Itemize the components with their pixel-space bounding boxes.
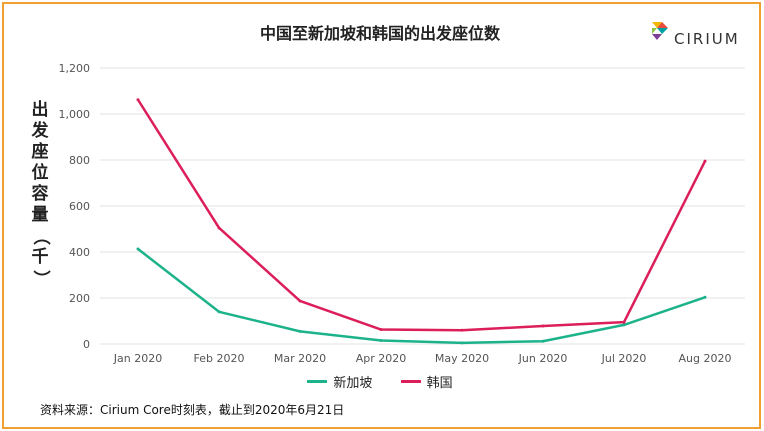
data-point xyxy=(136,98,140,102)
x-tick-label: Feb 2020 xyxy=(194,352,245,365)
x-tick-label: Mar 2020 xyxy=(274,352,326,365)
x-tick-label: Aug 2020 xyxy=(679,352,732,365)
source-note: 资料来源：Cirium Core时刻表，截止到2020年6月21日 xyxy=(40,403,345,417)
legend-swatch-korea xyxy=(400,380,421,383)
x-tick-label: May 2020 xyxy=(435,352,489,365)
legend-item-singapore: 新加坡 xyxy=(307,372,372,391)
data-point xyxy=(703,159,707,163)
x-tick-label: Apr 2020 xyxy=(356,352,407,365)
y-tick-label: 1,000 xyxy=(59,108,91,121)
data-point xyxy=(460,328,464,332)
y-axis-label-char: 出 xyxy=(31,100,49,120)
y-axis-label-char: 量 xyxy=(31,205,49,225)
data-point xyxy=(217,310,221,314)
data-point xyxy=(622,320,626,324)
legend-label-korea: 韩国 xyxy=(426,376,453,391)
y-tick-label: 200 xyxy=(69,292,90,305)
data-point xyxy=(379,339,383,343)
series-line-singapore xyxy=(137,248,706,345)
y-axis-label-char: 发 xyxy=(31,121,49,141)
x-tick-label: Jul 2020 xyxy=(601,352,647,365)
y-axis-label: 出 发 座 位 容 量 （ 千 ） xyxy=(28,100,52,289)
data-point xyxy=(541,324,545,328)
legend-item-korea: 韩国 xyxy=(400,372,453,391)
series-line-korea xyxy=(136,99,707,332)
y-axis-label-char: 千 xyxy=(31,247,49,267)
data-point xyxy=(298,299,302,303)
x-tick-label: Jan 2020 xyxy=(113,352,162,365)
x-tick-label: Jun 2020 xyxy=(518,352,568,365)
brand-name: CIRIUM xyxy=(674,30,740,48)
y-tick-label: 1,200 xyxy=(59,62,91,75)
data-point xyxy=(703,295,707,299)
y-tick-label: 600 xyxy=(69,200,90,213)
y-axis-label-char: 座 xyxy=(31,142,49,162)
data-point xyxy=(379,328,383,332)
cirium-logo-icon xyxy=(652,22,668,40)
data-point xyxy=(460,341,464,345)
chart-legend: 新加坡 韩国 xyxy=(0,372,760,391)
y-axis-label-char: 位 xyxy=(31,163,49,183)
data-point xyxy=(622,323,626,327)
data-point xyxy=(136,247,140,251)
y-tick-label: 400 xyxy=(69,246,90,259)
data-point xyxy=(298,329,302,333)
legend-label-singapore: 新加坡 xyxy=(333,376,373,391)
data-point xyxy=(541,339,545,343)
legend-swatch-singapore xyxy=(307,380,328,383)
data-point xyxy=(217,226,221,230)
y-axis-label-char: 容 xyxy=(31,184,49,204)
y-tick-label: 800 xyxy=(69,154,90,167)
chart-title: 中国至新加坡和韩国的出发座位数 xyxy=(259,24,500,43)
y-tick-label: 0 xyxy=(83,338,90,351)
